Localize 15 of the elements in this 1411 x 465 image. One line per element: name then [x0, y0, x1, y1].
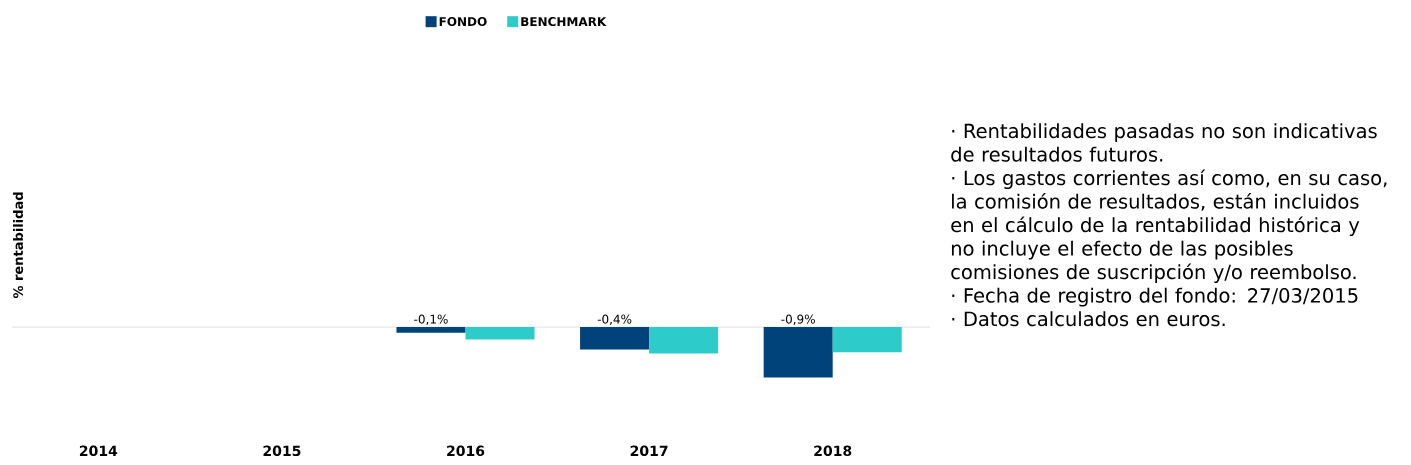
text: · Los gastos corrientes así como, en su caso, la comisión de resultados, están incluidos en el cálculo de la rentabilidad histórica y no incluye el efecto de las posibles comisiones de suscripción y/o reembolso. [951, 169, 1387, 284]
y-axis-title: % rentabilidad [12, 192, 24, 299]
legend-label: BENCHMARK [521, 16, 607, 27]
text: · Fecha de registro del fondo: 27/03/2015 [952, 287, 1358, 307]
text: · Datos calculados en euros. [952, 311, 1225, 327]
data-label: -0,1% [414, 314, 448, 325]
legend-label: FONDO [439, 16, 487, 27]
x-tick-label: 2018 [814, 445, 852, 457]
text: · Rentabilidades pasadas no son indicativas de resultados futuros. [951, 123, 1377, 162]
x-tick-label: 2015 [263, 445, 301, 457]
x-tick-label: 2014 [79, 445, 118, 457]
data-label: -0,4% [597, 314, 632, 325]
x-tick-label: 2016 [447, 445, 485, 457]
x-tick-label: 2017 [630, 445, 668, 457]
data-label: -0,9% [781, 314, 815, 325]
